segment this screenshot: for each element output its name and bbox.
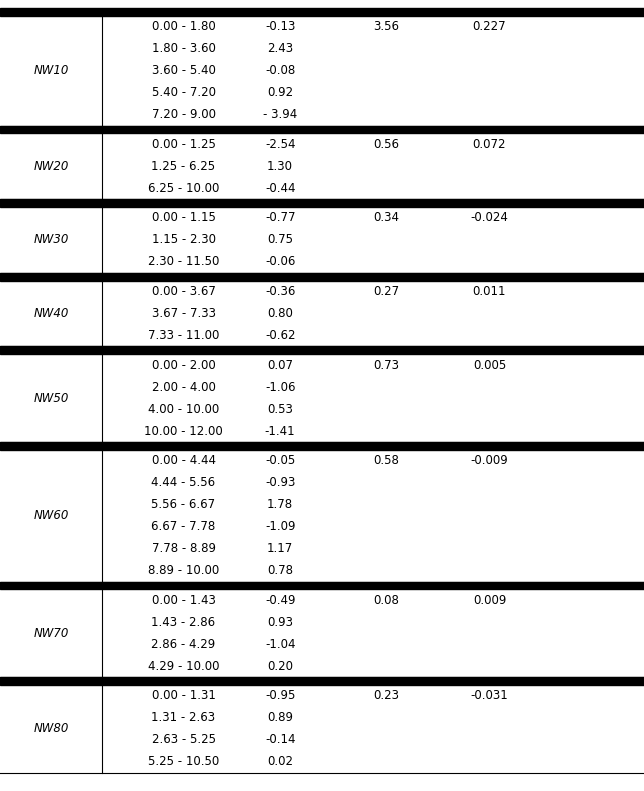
Text: -0.62: -0.62 xyxy=(265,329,296,342)
Text: -0.93: -0.93 xyxy=(265,476,296,489)
Text: 0.89: 0.89 xyxy=(267,711,293,725)
Text: -0.14: -0.14 xyxy=(265,733,296,746)
Text: 0.00 - 2.00: 0.00 - 2.00 xyxy=(152,358,215,372)
Text: NW30: NW30 xyxy=(33,233,68,246)
Bar xyxy=(0,273,644,281)
Text: 0.20: 0.20 xyxy=(267,660,293,672)
Text: 0.92: 0.92 xyxy=(267,86,293,99)
Text: NW60: NW60 xyxy=(33,509,68,522)
Text: NW70: NW70 xyxy=(33,626,68,640)
Text: 0.56: 0.56 xyxy=(374,138,399,151)
Text: 5.25 - 10.50: 5.25 - 10.50 xyxy=(148,755,219,768)
Text: 0.93: 0.93 xyxy=(267,615,293,629)
Text: 0.27: 0.27 xyxy=(374,285,399,298)
Text: - 3.94: - 3.94 xyxy=(263,108,298,121)
Text: 0.227: 0.227 xyxy=(473,21,506,33)
Text: NW50: NW50 xyxy=(33,392,68,404)
Text: 0.00 - 4.44: 0.00 - 4.44 xyxy=(151,454,216,467)
Text: 1.25 - 6.25: 1.25 - 6.25 xyxy=(151,160,216,172)
Text: 2.86 - 4.29: 2.86 - 4.29 xyxy=(151,638,216,651)
Text: 0.34: 0.34 xyxy=(374,211,399,225)
Text: 8.89 - 10.00: 8.89 - 10.00 xyxy=(148,564,219,577)
Text: 0.00 - 1.31: 0.00 - 1.31 xyxy=(151,689,216,702)
Text: -1.04: -1.04 xyxy=(265,638,296,651)
Text: 6.67 - 7.78: 6.67 - 7.78 xyxy=(151,520,216,533)
Text: 0.00 - 3.67: 0.00 - 3.67 xyxy=(151,285,216,298)
Text: 1.43 - 2.86: 1.43 - 2.86 xyxy=(151,615,216,629)
Bar xyxy=(0,346,644,354)
Text: 0.005: 0.005 xyxy=(473,358,506,372)
Text: -0.36: -0.36 xyxy=(265,285,296,298)
Text: 3.67 - 7.33: 3.67 - 7.33 xyxy=(151,307,216,320)
Text: 0.00 - 1.80: 0.00 - 1.80 xyxy=(152,21,215,33)
Text: 1.78: 1.78 xyxy=(267,498,293,511)
Text: NW10: NW10 xyxy=(33,64,68,78)
Text: 0.072: 0.072 xyxy=(473,138,506,151)
Bar xyxy=(0,581,644,589)
Bar xyxy=(0,8,644,16)
Text: 0.53: 0.53 xyxy=(267,403,293,415)
Text: -0.44: -0.44 xyxy=(265,182,296,195)
Text: 1.80 - 3.60: 1.80 - 3.60 xyxy=(151,42,216,55)
Text: 0.78: 0.78 xyxy=(267,564,293,577)
Text: 4.44 - 5.56: 4.44 - 5.56 xyxy=(151,476,216,489)
Text: 0.00 - 1.15: 0.00 - 1.15 xyxy=(151,211,216,225)
Text: 0.80: 0.80 xyxy=(267,307,293,320)
Text: 0.02: 0.02 xyxy=(267,755,293,768)
Text: -0.031: -0.031 xyxy=(471,689,508,702)
Text: 0.23: 0.23 xyxy=(374,689,399,702)
Text: -0.13: -0.13 xyxy=(265,21,296,33)
Bar xyxy=(0,677,644,685)
Text: 0.011: 0.011 xyxy=(473,285,506,298)
Text: NW40: NW40 xyxy=(33,307,68,320)
Text: 3.56: 3.56 xyxy=(374,21,399,33)
Text: 0.07: 0.07 xyxy=(267,358,293,372)
Text: -0.08: -0.08 xyxy=(265,64,295,78)
Text: 5.40 - 7.20: 5.40 - 7.20 xyxy=(151,86,216,99)
Text: -0.05: -0.05 xyxy=(265,454,295,467)
Text: 2.00 - 4.00: 2.00 - 4.00 xyxy=(151,380,216,394)
Text: 1.30: 1.30 xyxy=(267,160,293,172)
Text: 5.56 - 6.67: 5.56 - 6.67 xyxy=(151,498,216,511)
Text: -0.95: -0.95 xyxy=(265,689,296,702)
Text: -1.06: -1.06 xyxy=(265,380,296,394)
Text: 0.75: 0.75 xyxy=(267,233,293,246)
Text: 10.00 - 12.00: 10.00 - 12.00 xyxy=(144,425,223,437)
Text: 3.60 - 5.40: 3.60 - 5.40 xyxy=(151,64,216,78)
Text: -0.06: -0.06 xyxy=(265,255,296,268)
Text: NW80: NW80 xyxy=(33,722,68,736)
Text: -1.09: -1.09 xyxy=(265,520,296,533)
Text: 4.29 - 10.00: 4.29 - 10.00 xyxy=(147,660,220,672)
Text: 0.00 - 1.25: 0.00 - 1.25 xyxy=(151,138,216,151)
Text: 7.33 - 11.00: 7.33 - 11.00 xyxy=(148,329,219,342)
Text: -0.024: -0.024 xyxy=(471,211,508,225)
Text: -1.41: -1.41 xyxy=(265,425,296,437)
Text: 2.63 - 5.25: 2.63 - 5.25 xyxy=(151,733,216,746)
Text: 2.30 - 11.50: 2.30 - 11.50 xyxy=(148,255,219,268)
Bar xyxy=(0,126,644,134)
Text: -0.77: -0.77 xyxy=(265,211,296,225)
Text: 0.58: 0.58 xyxy=(374,454,399,467)
Bar xyxy=(0,442,644,450)
Bar xyxy=(0,199,644,207)
Text: 1.15 - 2.30: 1.15 - 2.30 xyxy=(151,233,216,246)
Text: 2.43: 2.43 xyxy=(267,42,293,55)
Text: 7.20 - 9.00: 7.20 - 9.00 xyxy=(151,108,216,121)
Text: -0.49: -0.49 xyxy=(265,594,296,607)
Text: 0.73: 0.73 xyxy=(374,358,399,372)
Text: 0.009: 0.009 xyxy=(473,594,506,607)
Text: -0.009: -0.009 xyxy=(471,454,508,467)
Text: 1.31 - 2.63: 1.31 - 2.63 xyxy=(151,711,216,725)
Text: 0.08: 0.08 xyxy=(374,594,399,607)
Text: 4.00 - 10.00: 4.00 - 10.00 xyxy=(148,403,219,415)
Text: 6.25 - 10.00: 6.25 - 10.00 xyxy=(148,182,219,195)
Text: 7.78 - 8.89: 7.78 - 8.89 xyxy=(151,542,216,555)
Text: -2.54: -2.54 xyxy=(265,138,296,151)
Text: 1.17: 1.17 xyxy=(267,542,293,555)
Text: 0.00 - 1.43: 0.00 - 1.43 xyxy=(151,594,216,607)
Text: NW20: NW20 xyxy=(33,160,68,172)
